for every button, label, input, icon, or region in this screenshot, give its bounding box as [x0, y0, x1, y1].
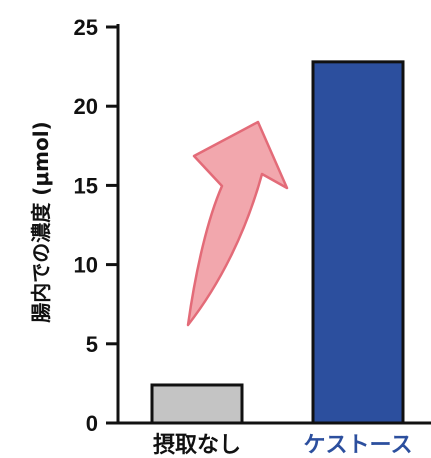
y-tick-label: 5	[86, 332, 98, 357]
y-tick-label: 25	[74, 15, 98, 40]
bars	[152, 62, 403, 423]
bar-0	[152, 385, 242, 423]
y-axis-ticks: 0 5 10 15 20 25	[74, 15, 118, 436]
upward-curved-arrow-icon	[188, 122, 287, 325]
category-label-0: 摂取なし	[153, 432, 241, 458]
bar-1	[313, 62, 403, 423]
y-tick-label: 15	[74, 173, 98, 198]
y-tick-label: 20	[74, 94, 98, 119]
y-axis-label: 腸内での濃度 (μmol)	[29, 121, 53, 322]
category-label-1: ケストース	[304, 433, 413, 458]
y-tick-label: 0	[86, 411, 98, 436]
y-tick-label: 10	[74, 253, 98, 278]
